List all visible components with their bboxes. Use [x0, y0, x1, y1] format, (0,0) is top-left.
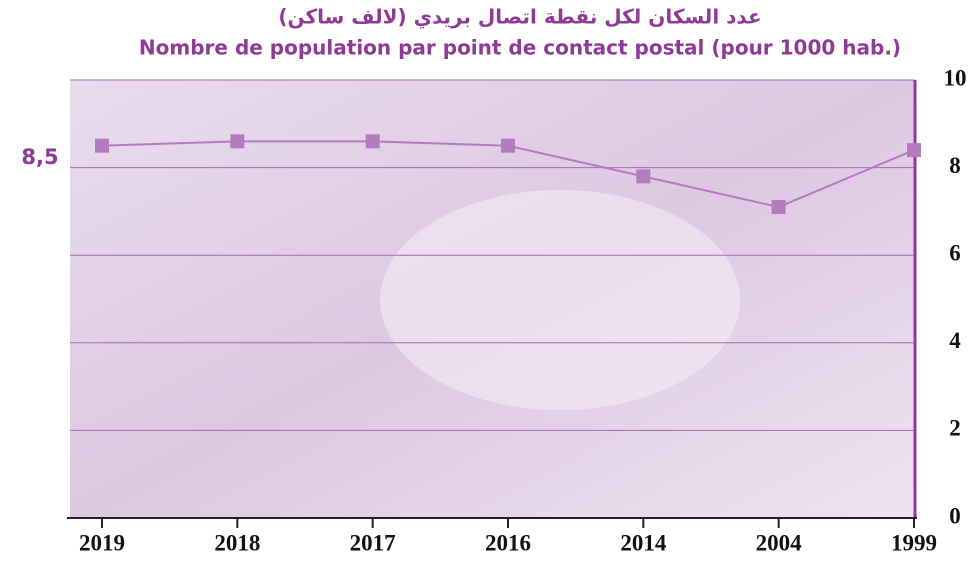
marker [501, 138, 515, 153]
marker [95, 138, 109, 153]
chart-title: عدد السكان لكل نقطة اتصال بريدي (لالف سا… [278, 5, 761, 30]
marker [636, 169, 651, 184]
marker [771, 200, 786, 215]
x-tick-label: 2004 [756, 530, 803, 555]
y-tick-label: 8 [949, 153, 961, 178]
chart-subtitle: Nombre de population par point de contac… [139, 36, 901, 60]
marker [907, 143, 921, 158]
photo-highlight [380, 190, 740, 410]
x-tick-label: 2018 [214, 530, 260, 555]
x-tick-label: 2019 [79, 530, 125, 555]
y-tick-label: 10 [944, 65, 967, 90]
x-tick-label: 2014 [620, 530, 667, 555]
marker [230, 134, 245, 149]
x-tick-label: 1999 [891, 530, 937, 555]
annotation: 8,5 [21, 145, 58, 169]
marker [365, 134, 380, 149]
x-tick-label: 2017 [350, 530, 396, 555]
y-tick-label: 2 [949, 416, 961, 441]
x-tick-label: 2016 [485, 530, 531, 555]
y-tick-label: 6 [949, 240, 961, 265]
y-tick-label: 4 [949, 328, 961, 353]
y-tick-label: 0 [949, 503, 961, 528]
